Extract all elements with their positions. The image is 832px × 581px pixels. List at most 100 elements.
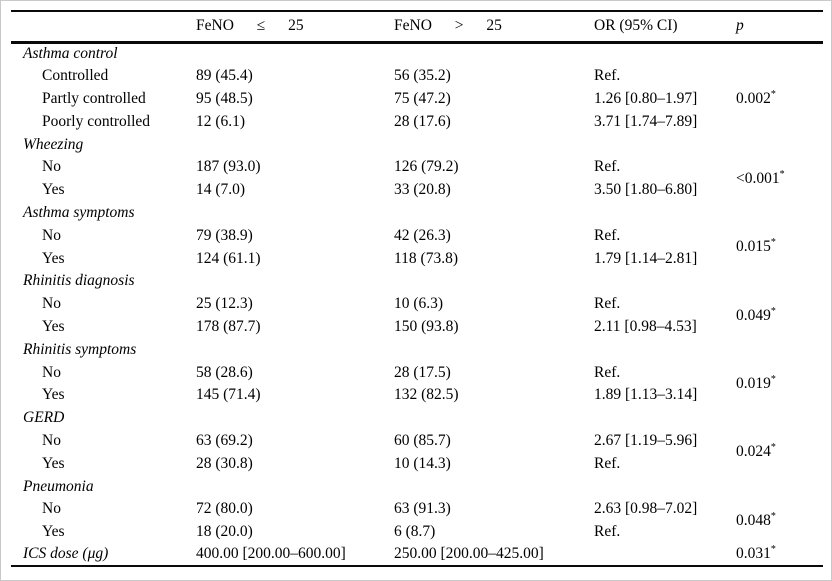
- data-row: No 79 (38.9) 42 (26.3) Ref. 0.015*: [11, 224, 823, 255]
- empty-cell: [594, 475, 736, 498]
- p-value-cell: 0.049*: [736, 293, 823, 339]
- cell-or: 3.50 [1.80–6.80]: [594, 181, 698, 199]
- cell-feno-gt: 56 (35.2): [394, 67, 451, 85]
- empty-cell: [736, 202, 823, 225]
- data-row: No 72 (80.0) 63 (91.3) 2.63 [0.98–7.02] …: [11, 498, 823, 528]
- data-row: No 187 (93.0) 126 (79.2) Ref. <0.001*: [11, 156, 823, 186]
- data-row: No 58 (28.6) 28 (17.5) Ref. 0.019*: [11, 361, 823, 392]
- data-row: No 63 (69.2) 60 (85.7) 2.67 [1.19–5.96] …: [11, 430, 823, 460]
- p-value: <0.001: [736, 169, 780, 187]
- p-value: 0.019: [736, 374, 771, 392]
- empty-cell: [196, 133, 394, 156]
- cell-feno-gt: 126 (79.2): [394, 158, 459, 176]
- section-title: Rhinitis diagnosis: [23, 272, 135, 290]
- empty-cell: [736, 475, 823, 498]
- significance-asterisk: *: [770, 442, 776, 454]
- significance-asterisk: *: [770, 237, 776, 249]
- section-title: GERD: [23, 409, 65, 427]
- p-value-cell: 0.024*: [736, 430, 823, 476]
- cell-or: 1.89 [1.13–3.14]: [594, 386, 698, 404]
- empty-cell: [394, 338, 594, 361]
- significance-asterisk: *: [770, 544, 776, 556]
- section-row: GERD: [11, 407, 823, 430]
- cell-feno-le: 14 (7.0): [196, 181, 246, 199]
- section-row: Asthma symptoms: [11, 202, 823, 225]
- cell-feno-le: 124 (61.1): [196, 249, 261, 267]
- cell-label: No: [42, 226, 61, 244]
- p-value: 0.048: [736, 511, 771, 529]
- cell-label: No: [42, 431, 61, 449]
- data-row: Yes 124 (61.1) 118 (73.8) 1.79 [1.14–2.8…: [11, 247, 823, 270]
- cell-or: Ref.: [594, 523, 621, 541]
- empty-cell: [196, 338, 394, 361]
- section-row: Wheezing: [11, 133, 823, 156]
- cell-label: Partly controlled: [42, 89, 146, 107]
- p-value-cell: 0.002*: [736, 65, 823, 133]
- cell-label: Yes: [42, 523, 65, 541]
- data-row: Yes 14 (7.0) 33 (20.8) 3.50 [1.80–6.80]: [11, 179, 823, 202]
- empty-cell: [196, 270, 394, 293]
- cell-feno-le: 95 (48.5): [196, 89, 253, 107]
- p-value: 0.049: [736, 306, 771, 324]
- p-value-cell: 0.031*: [736, 544, 823, 567]
- section-title: Asthma control: [23, 45, 118, 63]
- cell-feno-gt: 42 (26.3): [394, 226, 451, 244]
- cell-label: No: [42, 158, 61, 176]
- data-row: No 25 (12.3) 10 (6.3) Ref. 0.049*: [11, 293, 823, 323]
- cell-feno-gt: 63 (91.3): [394, 500, 451, 518]
- p-value: 0.002: [736, 89, 771, 107]
- cell-feno-le: 178 (87.7): [196, 317, 261, 335]
- header-row: FeNO ≤ 25 FeNO > 25 OR (95% CI) p: [11, 11, 823, 44]
- cell-label: Yes: [42, 249, 65, 267]
- section-row: Rhinitis symptoms: [11, 338, 823, 361]
- p-value: 0.015: [736, 238, 771, 256]
- empty-cell: [736, 407, 823, 430]
- section-title: Pneumonia: [23, 477, 94, 495]
- empty-cell: [736, 42, 823, 65]
- significance-asterisk: *: [770, 510, 776, 522]
- column-header-feno-gt-25: FeNO > 25: [394, 11, 594, 44]
- cell-or: Ref.: [594, 363, 621, 381]
- empty-cell: [594, 338, 736, 361]
- feno-outcomes-table: FeNO ≤ 25 FeNO > 25 OR (95% CI) p Asthma…: [11, 10, 823, 568]
- cell-or: 2.63 [0.98–7.02]: [594, 500, 698, 518]
- cell-label: No: [42, 500, 61, 518]
- empty-cell: [394, 42, 594, 65]
- cell-feno-gt: 10 (6.3): [394, 295, 444, 313]
- cell-label: Yes: [42, 181, 65, 199]
- cell-feno-gt: 60 (85.7): [394, 431, 451, 449]
- p-value-cell: 0.019*: [736, 361, 823, 407]
- p-value-cell: 0.015*: [736, 224, 823, 270]
- cell-or: 1.79 [1.14–2.81]: [594, 249, 698, 267]
- significance-asterisk: *: [779, 168, 785, 180]
- cell-feno-gt: 75 (47.2): [394, 89, 451, 107]
- section-title: Rhinitis symptoms: [23, 340, 137, 358]
- cell-feno-le: 18 (20.0): [196, 523, 253, 541]
- cell-feno-le: 79 (38.9): [196, 226, 253, 244]
- cell-or: Ref.: [594, 454, 621, 472]
- data-row-ics-dose: ICS dose (μg) 400.00 [200.00–600.00] 250…: [11, 544, 823, 567]
- p-value: 0.024: [736, 443, 771, 461]
- p-value-cell: 0.048*: [736, 498, 823, 544]
- column-header-blank: [11, 11, 196, 44]
- empty-cell: [594, 270, 736, 293]
- empty-cell: [394, 270, 594, 293]
- cell-feno-le: 58 (28.6): [196, 363, 253, 381]
- cell-feno-gt: 118 (73.8): [394, 249, 458, 267]
- data-row: Yes 18 (20.0) 6 (8.7) Ref.: [11, 521, 823, 544]
- p-value: 0.031: [736, 545, 771, 563]
- cell-label: No: [42, 363, 61, 381]
- cell-label: No: [42, 295, 61, 313]
- data-row: Partly controlled 95 (48.5) 75 (47.2) 1.…: [11, 88, 823, 111]
- section-row: Pneumonia: [11, 475, 823, 498]
- cell-feno-le: 145 (71.4): [196, 386, 261, 404]
- empty-cell: [736, 133, 823, 156]
- cell-label: Yes: [42, 454, 65, 472]
- section-row: Rhinitis diagnosis: [11, 270, 823, 293]
- cell-feno-gt: 132 (82.5): [394, 386, 459, 404]
- data-row: Controlled 89 (45.4) 56 (35.2) Ref. 0.00…: [11, 65, 823, 107]
- cell-feno-gt: 250.00 [200.00–425.00]: [394, 545, 544, 563]
- cell-feno-le: 187 (93.0): [196, 158, 261, 176]
- data-row: Yes 178 (87.7) 150 (93.8) 2.11 [0.98–4.5…: [11, 316, 823, 339]
- empty-cell: [736, 338, 823, 361]
